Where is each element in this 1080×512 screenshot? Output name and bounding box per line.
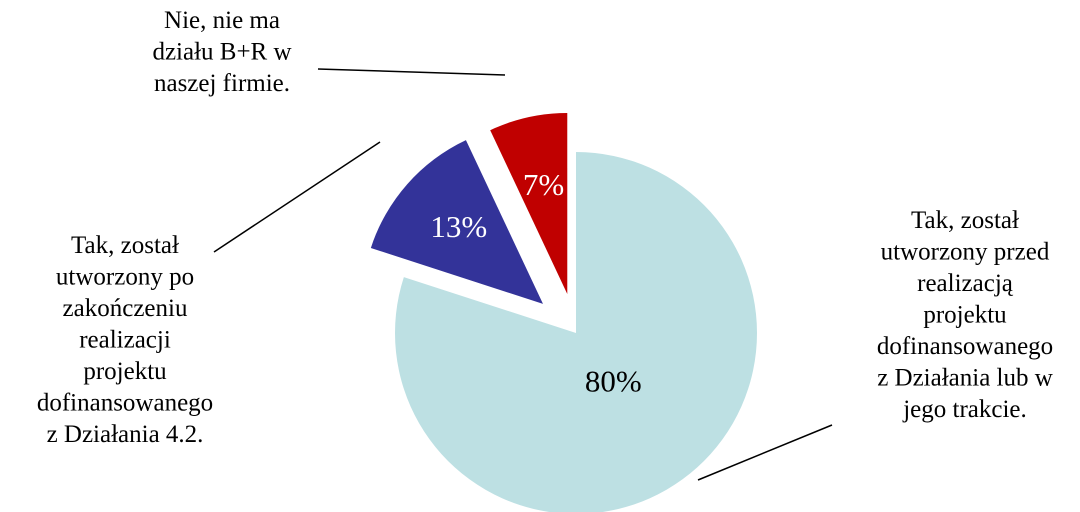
leader-line <box>317 68 506 76</box>
data-label: 7% <box>523 167 564 202</box>
pie-slice <box>395 152 757 512</box>
slice-category-label: Nie, nie ma działu B+R w naszej firmie. <box>152 7 291 97</box>
data-label: 80% <box>585 363 642 398</box>
slice-category-label: Tak, został utworzony po zakończeniu realiz… <box>37 232 213 448</box>
leader-line <box>697 424 833 481</box>
pie-slice <box>490 112 568 294</box>
leader-line <box>213 141 381 253</box>
data-label: 13% <box>430 209 487 244</box>
slice-category-label: Tak, został utworzony przed realizacją proj… <box>877 207 1053 423</box>
pie-slice <box>370 140 543 304</box>
